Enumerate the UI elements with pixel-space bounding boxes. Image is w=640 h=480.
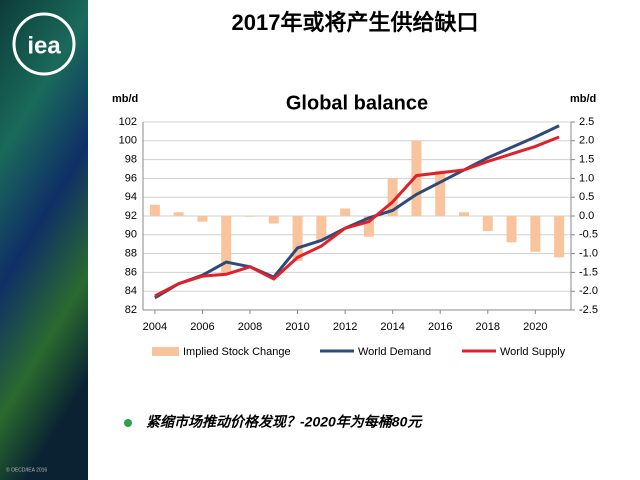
y-tick-label: 94 bbox=[125, 191, 137, 203]
x-tick-label: 2014 bbox=[380, 321, 404, 333]
y-tick-label: 102 bbox=[119, 116, 137, 128]
legend-label: Implied Stock Change bbox=[183, 346, 291, 358]
bar bbox=[554, 216, 565, 258]
y2-tick-label: 2.0 bbox=[579, 135, 594, 147]
bar bbox=[197, 216, 208, 222]
x-tick-label: 2008 bbox=[238, 321, 262, 333]
slide-title: 2017年或将产生供给缺口 bbox=[232, 10, 479, 35]
bar bbox=[530, 216, 541, 252]
y-tick-label: 84 bbox=[125, 285, 137, 297]
y2-tick-label: -2.5 bbox=[579, 304, 598, 316]
x-tick-label: 2020 bbox=[523, 321, 547, 333]
footer: © OECD/IEA 2016 bbox=[6, 466, 47, 473]
y2-tick-label: 0.5 bbox=[579, 191, 594, 203]
bullet-text: 紧缩市场推动价格发现？-2020年为每桶80元 bbox=[146, 414, 423, 430]
bar bbox=[221, 216, 232, 275]
bar bbox=[363, 216, 374, 237]
bar bbox=[482, 216, 493, 232]
bar bbox=[506, 216, 517, 243]
x-tick-label: 2012 bbox=[333, 321, 357, 333]
y2-tick-label: 0.0 bbox=[579, 210, 594, 222]
y-tick-label: 98 bbox=[125, 154, 137, 166]
y-tick-label: 96 bbox=[125, 172, 137, 184]
x-tick-label: 2006 bbox=[190, 321, 214, 333]
logo: iea bbox=[27, 32, 61, 59]
y2-axis-label: mb/d bbox=[570, 93, 596, 105]
y-tick-label: 92 bbox=[125, 210, 137, 222]
bar bbox=[173, 212, 184, 216]
line bbox=[154, 124, 560, 300]
bar bbox=[245, 216, 255, 217]
bar bbox=[387, 178, 398, 216]
bar bbox=[411, 140, 422, 216]
legend-label: World Demand bbox=[358, 346, 431, 358]
x-tick-label: 2010 bbox=[285, 321, 309, 333]
legend-swatch bbox=[152, 347, 179, 356]
bar bbox=[316, 216, 327, 241]
legend-label: World Supply bbox=[500, 346, 566, 358]
bar bbox=[268, 216, 279, 224]
x-tick-label: 2004 bbox=[143, 321, 167, 333]
y2-tick-label: -1.5 bbox=[579, 266, 598, 278]
bar bbox=[435, 170, 446, 216]
y2-tick-label: -2.0 bbox=[579, 285, 598, 297]
x-tick-label: 2016 bbox=[428, 321, 452, 333]
y2-tick-label: 1.5 bbox=[579, 154, 594, 166]
bar bbox=[459, 212, 469, 216]
y2-tick-label: -1.0 bbox=[579, 248, 598, 260]
y-axis-label: mb/d bbox=[112, 93, 138, 105]
y-tick-label: 86 bbox=[125, 266, 137, 278]
chart-title: Global balance bbox=[286, 92, 428, 114]
y-tick-label: 88 bbox=[125, 248, 137, 260]
line bbox=[154, 135, 560, 298]
bar bbox=[292, 216, 303, 262]
bullet-dot bbox=[124, 419, 132, 427]
y2-tick-label: 1.0 bbox=[579, 172, 594, 184]
y2-tick-label: 2.5 bbox=[579, 116, 594, 128]
x-tick-label: 2018 bbox=[476, 321, 500, 333]
bar bbox=[340, 208, 351, 216]
y-tick-label: 82 bbox=[125, 304, 137, 316]
y-tick-label: 90 bbox=[125, 229, 137, 241]
sidebar bbox=[0, 0, 88, 480]
logo-ring bbox=[12, 12, 76, 76]
y-tick-label: 100 bbox=[119, 135, 137, 147]
y2-tick-label: -0.5 bbox=[579, 229, 598, 241]
bar bbox=[149, 204, 160, 216]
